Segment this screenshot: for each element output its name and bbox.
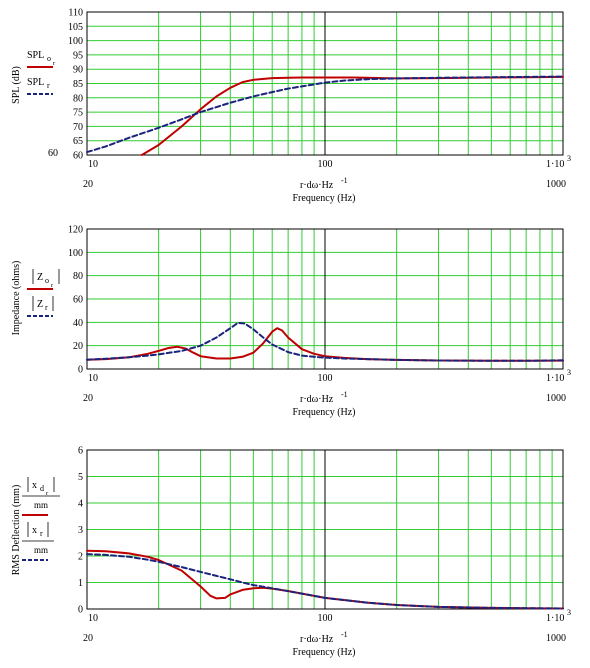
chart-0-ylabel: SPL (dB) (11, 66, 22, 104)
chart-1-xtick-label: 10 (88, 373, 98, 384)
chart-1-ytick-label: 60 (73, 295, 83, 306)
chart-2-xtick-exponent: 3 (567, 608, 571, 617)
chart-2-ytick-label: 6 (78, 446, 83, 457)
chart-2-ytick-label: 0 (78, 605, 83, 616)
chart-2-legend-entry-0: x dr mm (22, 477, 60, 516)
chart-1-xrange-max: 1000 (546, 393, 566, 404)
chart-2-ytick-label: 4 (78, 499, 83, 510)
chart-2-legend-denom: mm (34, 500, 48, 510)
chart-0-ytick-label: 70 (73, 122, 83, 133)
chart-1-frame (86, 228, 564, 370)
impedance-chart: 0 20 40 60 80 100 120 10 100 1·103 20 1000 r·dω·Hz -1… (11, 225, 571, 419)
chart-1-xtick-label: 100 (318, 373, 333, 384)
chart-0-ytick-label: 90 (73, 65, 83, 76)
chart-2-ytick-label: 5 (78, 472, 83, 483)
chart-0-xlabel-exp: -1 (341, 176, 348, 185)
chart-2-ytick-label: 2 (78, 552, 83, 563)
chart-2-xtick-label: 10 (88, 613, 98, 624)
chart-1-xlabel-expr: r·dω·Hz (300, 394, 334, 405)
chart-0-ytick-label: 85 (73, 79, 83, 90)
chart-1-ytick-label: 120 (68, 225, 83, 236)
chart-2-series-1-line (86, 553, 564, 610)
chart-2-xrange-max: 1000 (546, 633, 566, 644)
chart-1-legend-sub: r (45, 303, 48, 312)
chart-1-legend-label: Z (37, 299, 43, 310)
chart-2-legend-entry-1: x r mm (22, 522, 54, 561)
chart-0-xlabel: Frequency (Hz) (292, 193, 355, 204)
chart-2-ytick-label: 1 (78, 578, 83, 589)
chart-0-ytick-label: 80 (73, 93, 83, 104)
chart-2-legend-denom: mm (34, 545, 48, 555)
chart-2-xlabel-exp: -1 (341, 630, 348, 639)
chart-2-ylabel: RMS Deflection (mm) (11, 485, 22, 576)
chart-2-xrange-min: 20 (83, 633, 93, 644)
chart-0-legend-entry-1: SPL r (27, 77, 53, 95)
chart-2-xlabel-expr: r·dω·Hz (300, 634, 334, 645)
chart-1-xtick-exponent: 3 (567, 368, 571, 377)
chart-1-ytick-label: 80 (73, 271, 83, 282)
chart-1-xlabel-exp: -1 (341, 390, 348, 399)
chart-2-xtick-label: 1·10 (546, 613, 564, 624)
chart-1-xtick-label: 1·10 (546, 373, 564, 384)
chart-1-legend-label: Z (37, 272, 43, 283)
chart-2-legend-sub: r (40, 529, 43, 538)
spl-chart: 60 65 70 75 80 85 90 95 100 105 110 60 10 100 1·103 20 1… (11, 8, 571, 205)
chart-0-xtick-label: 10 (88, 159, 98, 170)
chart-0-xtick-exponent: 3 (567, 154, 571, 163)
chart-0-ytick-label-extra: 60 (48, 148, 58, 159)
chart-0-ytick-label: 60 (73, 151, 83, 162)
chart-0-legend-label: SPL (27, 50, 44, 61)
chart-1-series-1-line (86, 321, 564, 362)
chart-1-legend-subsub: r (51, 282, 54, 289)
chart-2-legend-sub: d (40, 484, 44, 493)
chart-0-legend-entry-0: SPL or (27, 50, 56, 68)
chart-0-xtick-label: 1·10 (546, 159, 564, 170)
chart-0-ytick-label: 100 (68, 36, 83, 47)
chart-0-frame (86, 11, 564, 156)
chart-0-legend-sub: o (47, 54, 51, 63)
chart-0-ytick-label: 110 (68, 8, 83, 19)
chart-2-ytick-label: 3 (78, 525, 83, 536)
chart-1-ylabel: Impedance (ohms) (11, 261, 22, 336)
chart-1-ytick-label: 0 (78, 365, 83, 376)
chart-2-legend-label: x (32, 525, 37, 536)
chart-1-legend-sub: o (45, 276, 49, 285)
chart-1-xlabel: Frequency (Hz) (292, 407, 355, 418)
chart-2-frame (86, 449, 564, 610)
chart-1-xrange-min: 20 (83, 393, 93, 404)
chart-2-legend-subsub: r (46, 490, 49, 497)
chart-2-xlabel: Frequency (Hz) (292, 647, 355, 658)
chart-0-ytick-label: 65 (73, 136, 83, 147)
chart-0-ytick-label: 95 (73, 50, 83, 61)
chart-0-ytick-label: 105 (68, 22, 83, 33)
chart-0-series-1-line (86, 75, 564, 154)
chart-0-xrange-max: 1000 (546, 179, 566, 190)
chart-0-legend-label: SPL (27, 77, 44, 88)
chart-1-ytick-label: 20 (73, 341, 83, 352)
chart-0-xlabel-expr: r·dω·Hz (300, 180, 334, 191)
chart-0-xtick-label: 100 (318, 159, 333, 170)
chart-2-legend-label: x (32, 480, 37, 491)
chart-0-ytick-label: 75 (73, 108, 83, 119)
chart-0-legend-subsub: r (53, 60, 56, 67)
chart-1-ytick-label: 100 (68, 248, 83, 259)
chart-1-ytick-label: 40 (73, 318, 83, 329)
chart-2-xtick-label: 100 (318, 613, 333, 624)
chart-0-xrange-min: 20 (83, 179, 93, 190)
chart-0-legend-sub: r (47, 81, 50, 90)
